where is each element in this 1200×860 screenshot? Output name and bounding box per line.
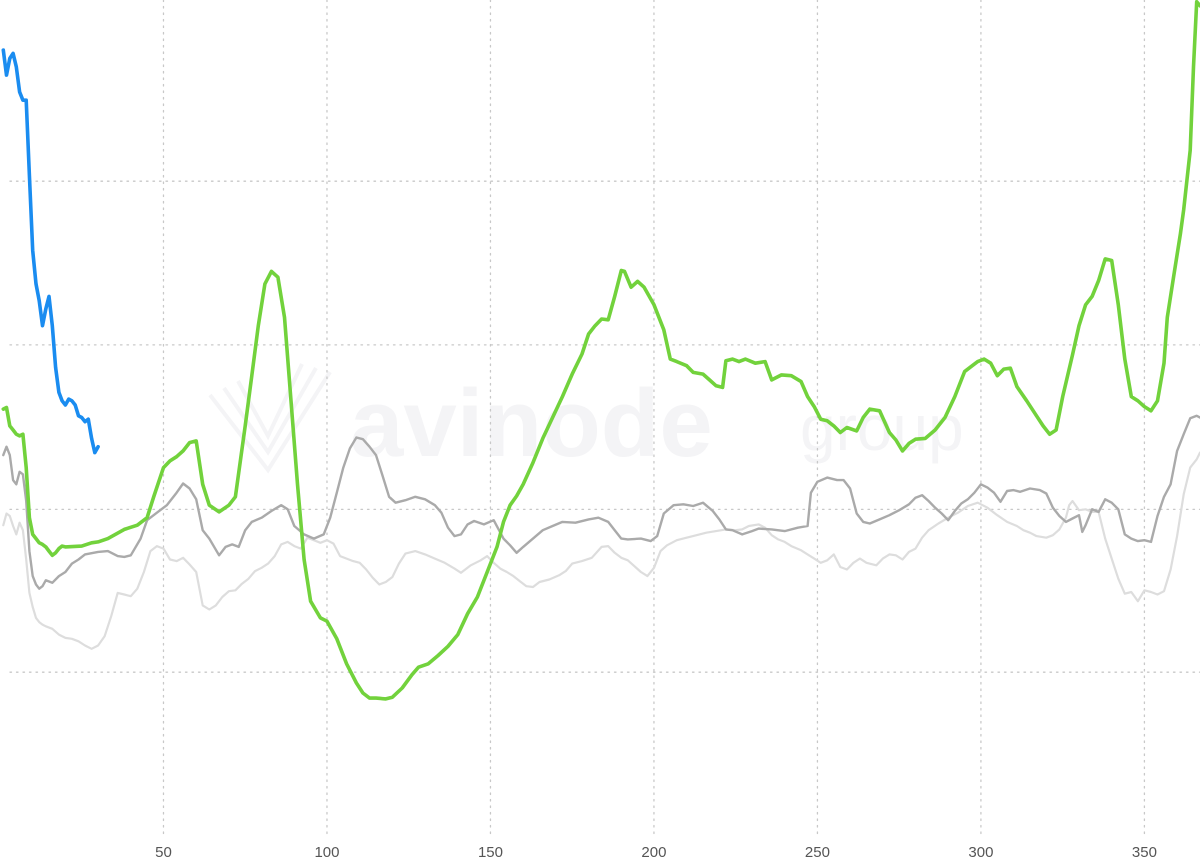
- x-tick-label: 50: [155, 844, 172, 860]
- series-line-three-years-ago: [2, 451, 1200, 650]
- x-tick-label: 150: [478, 844, 503, 860]
- watermark-suffix: group: [800, 392, 964, 464]
- x-tick-label: 350: [1132, 844, 1157, 860]
- series-line-current-year: [1, 48, 100, 455]
- series-line-two-years-ago: [2, 414, 1200, 590]
- chart-grid: [9, 0, 1200, 836]
- series-line-previous-year: [1, 0, 1200, 701]
- watermark-brand: avinode: [350, 370, 713, 477]
- x-axis: 50 100 150 200 250 300 350: [155, 844, 1157, 860]
- x-tick-label: 300: [968, 844, 993, 860]
- watermark-logo: avinode group: [208, 363, 964, 477]
- x-tick-label: 250: [805, 844, 830, 860]
- x-tick-label: 100: [314, 844, 339, 860]
- x-tick-label: 200: [641, 844, 666, 860]
- logo-mark-icon: [208, 363, 332, 474]
- series-layer: [1, 0, 1200, 701]
